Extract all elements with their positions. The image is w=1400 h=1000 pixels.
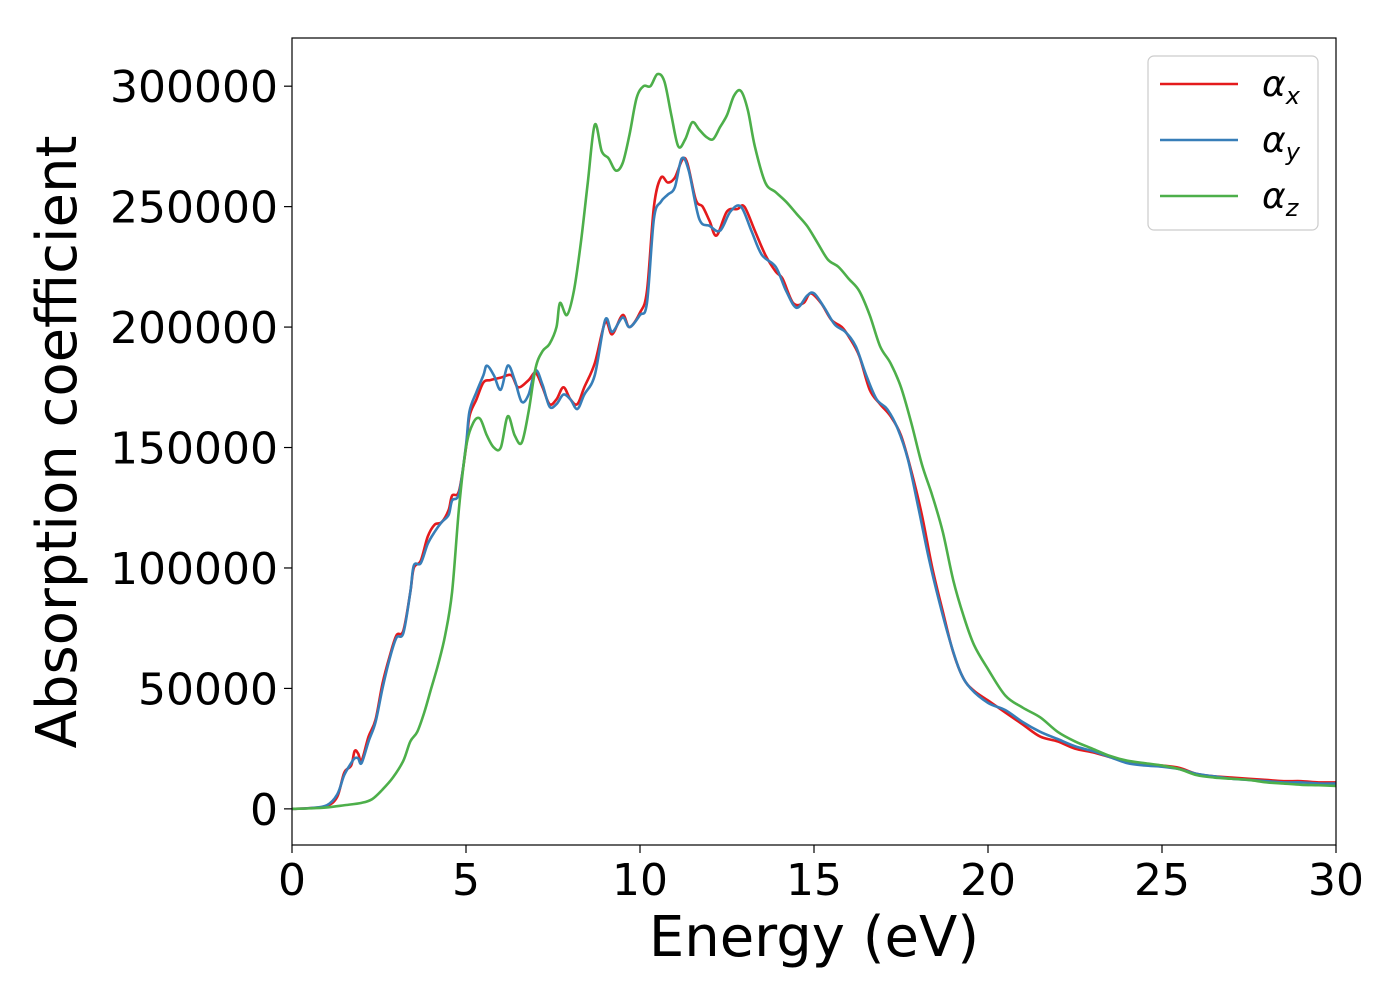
legend-label-y: αy [1262, 120, 1301, 166]
y-tick-label: 150000 [110, 424, 278, 475]
x-tick-label: 20 [960, 855, 1016, 906]
x-tick-label: 30 [1308, 855, 1364, 906]
x-axis: 0 5 10 15 20 25 30 [278, 845, 1364, 906]
x-tick-label: 15 [786, 855, 842, 906]
x-tick-label: 10 [612, 855, 668, 906]
series-layer [291, 72, 1337, 811]
series-line-z [291, 72, 1337, 811]
series-line-y [291, 156, 1337, 811]
legend: αx αy αz [1147, 55, 1319, 231]
y-axis-title: Absorption coefficient [25, 136, 90, 749]
y-tick-label: 200000 [110, 303, 278, 354]
legend-label-z: αz [1262, 176, 1300, 222]
legend-box [1147, 55, 1319, 231]
y-tick-label: 50000 [138, 664, 278, 715]
x-tick-label: 0 [278, 855, 306, 906]
x-tick-label: 25 [1134, 855, 1190, 906]
y-tick-label: 0 [250, 785, 278, 836]
y-tick-label: 100000 [110, 544, 278, 595]
legend-label-x: αx [1262, 64, 1301, 110]
y-tick-label: 250000 [110, 183, 278, 234]
y-tick-label: 300000 [110, 62, 278, 113]
x-tick-label: 5 [452, 855, 480, 906]
y-axis: 0 50000 100000 150000 200000 250000 300000 [110, 62, 292, 836]
x-axis-title: Energy (eV) [649, 905, 979, 970]
